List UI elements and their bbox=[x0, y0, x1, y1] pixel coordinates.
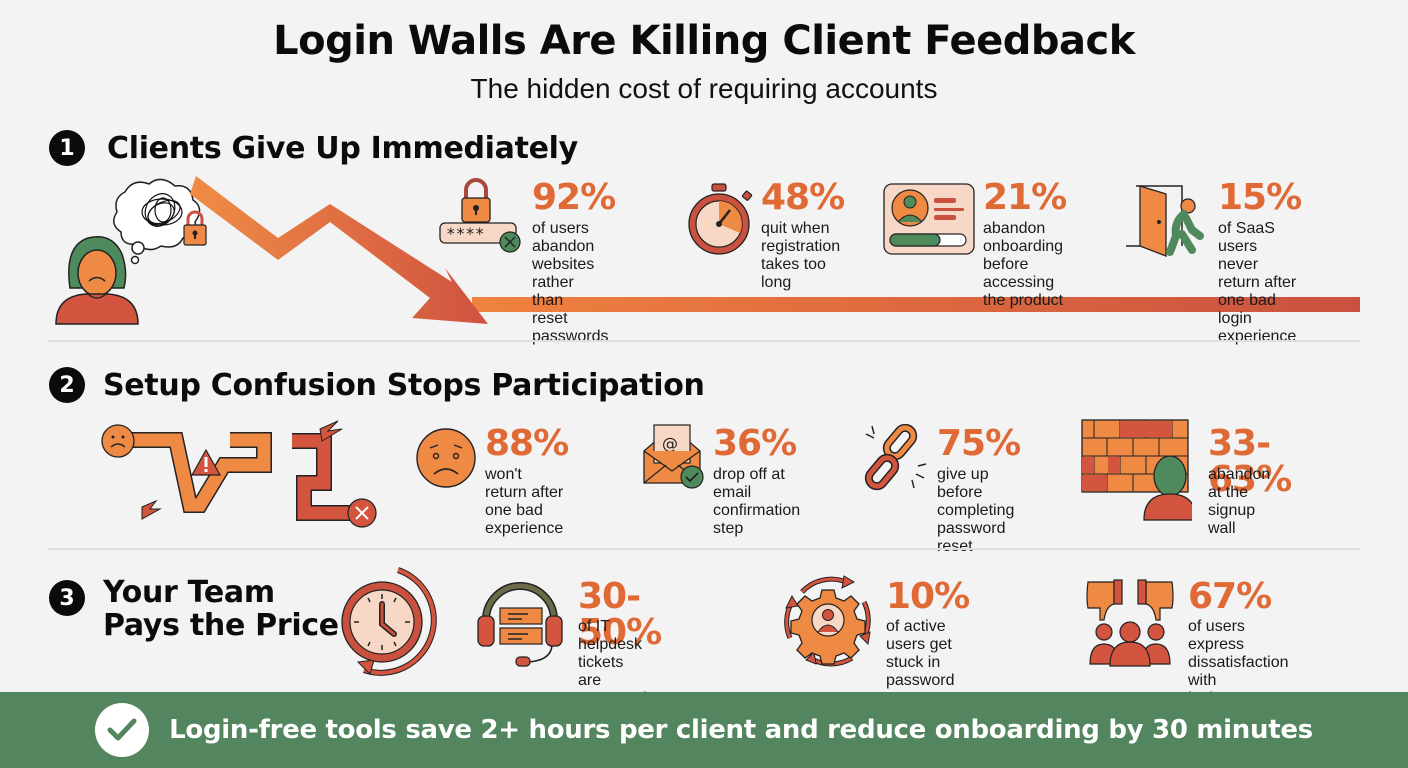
stat-value: 48% bbox=[761, 177, 845, 218]
stat-value: 10% bbox=[886, 576, 970, 617]
stat-value: 67% bbox=[1188, 576, 1272, 617]
broken-path-icon bbox=[101, 420, 377, 528]
stat-value: 88% bbox=[485, 423, 569, 464]
thumbs-down-group-icon bbox=[1086, 579, 1174, 667]
section-3-header: 3 Your Team Pays the Price bbox=[49, 576, 339, 642]
stat-value: 75% bbox=[937, 423, 1021, 464]
sad-face-icon bbox=[416, 428, 476, 488]
brick-wall-person-icon bbox=[1081, 419, 1192, 521]
stat-description: abandon at the signup wall bbox=[1208, 466, 1271, 537]
person-leaving-door-icon bbox=[1126, 185, 1204, 257]
section-number-badge: 2 bbox=[49, 367, 85, 403]
stat-description: quit when registration takes too long bbox=[761, 220, 841, 291]
stat-description: abandon onboarding before accessing the … bbox=[983, 220, 1064, 309]
lock-password-error-icon: **** bbox=[439, 178, 521, 253]
frustrated-person-icon bbox=[55, 178, 207, 325]
footer-message: Login-free tools save 2+ hours per clien… bbox=[169, 715, 1313, 745]
stat-value: 30-50% bbox=[578, 576, 662, 653]
stat-description: won't return after one bad experience bbox=[485, 466, 564, 537]
section-divider bbox=[48, 548, 1360, 550]
footer-banner: Login-free tools save 2+ hours per clien… bbox=[0, 692, 1408, 768]
stat-value: 92% bbox=[532, 177, 616, 218]
section-number-badge: 3 bbox=[49, 580, 85, 616]
stat-value: 33-63% bbox=[1208, 423, 1292, 500]
section-title-line-1: Your Team bbox=[103, 575, 275, 610]
email-confirm-icon: @ bbox=[643, 424, 704, 489]
section-divider bbox=[48, 340, 1360, 342]
stopwatch-icon bbox=[688, 183, 753, 255]
section-2-header: 2 Setup Confusion Stops Participation bbox=[49, 367, 705, 403]
stat-description: of users abandon websites rather than re… bbox=[532, 220, 609, 345]
gear-cycle-user-icon bbox=[784, 575, 871, 667]
declining-trend-arrow bbox=[190, 176, 1360, 324]
stat-value: 21% bbox=[983, 177, 1067, 218]
stat-description: of SaaS users never return after one bad… bbox=[1218, 220, 1297, 345]
stat-description: drop off at email confirmation step bbox=[713, 466, 801, 537]
check-circle-icon bbox=[95, 703, 150, 757]
section-number-badge: 1 bbox=[49, 130, 85, 166]
stat-value: 36% bbox=[713, 423, 797, 464]
svg-text:****: **** bbox=[446, 224, 485, 243]
section-1-header: 1 Clients Give Up Immediately bbox=[49, 130, 578, 166]
stat-description: give up before completing password reset bbox=[937, 466, 1015, 555]
profile-progress-card-icon bbox=[883, 183, 975, 255]
section-title: Setup Confusion Stops Participation bbox=[103, 367, 705, 403]
stat-value: 15% bbox=[1218, 177, 1302, 218]
helpdesk-headset-icon bbox=[477, 582, 563, 667]
page-subtitle: The hidden cost of requiring accounts bbox=[470, 73, 938, 104]
svg-text:@: @ bbox=[662, 434, 678, 453]
broken-chain-icon bbox=[864, 424, 927, 491]
section-title-line-2: Pays the Price bbox=[103, 608, 339, 643]
section-title: Clients Give Up Immediately bbox=[107, 130, 578, 166]
clock-cycle-icon bbox=[341, 567, 437, 676]
page-title: Login Walls Are Killing Client Feedback bbox=[273, 18, 1135, 64]
